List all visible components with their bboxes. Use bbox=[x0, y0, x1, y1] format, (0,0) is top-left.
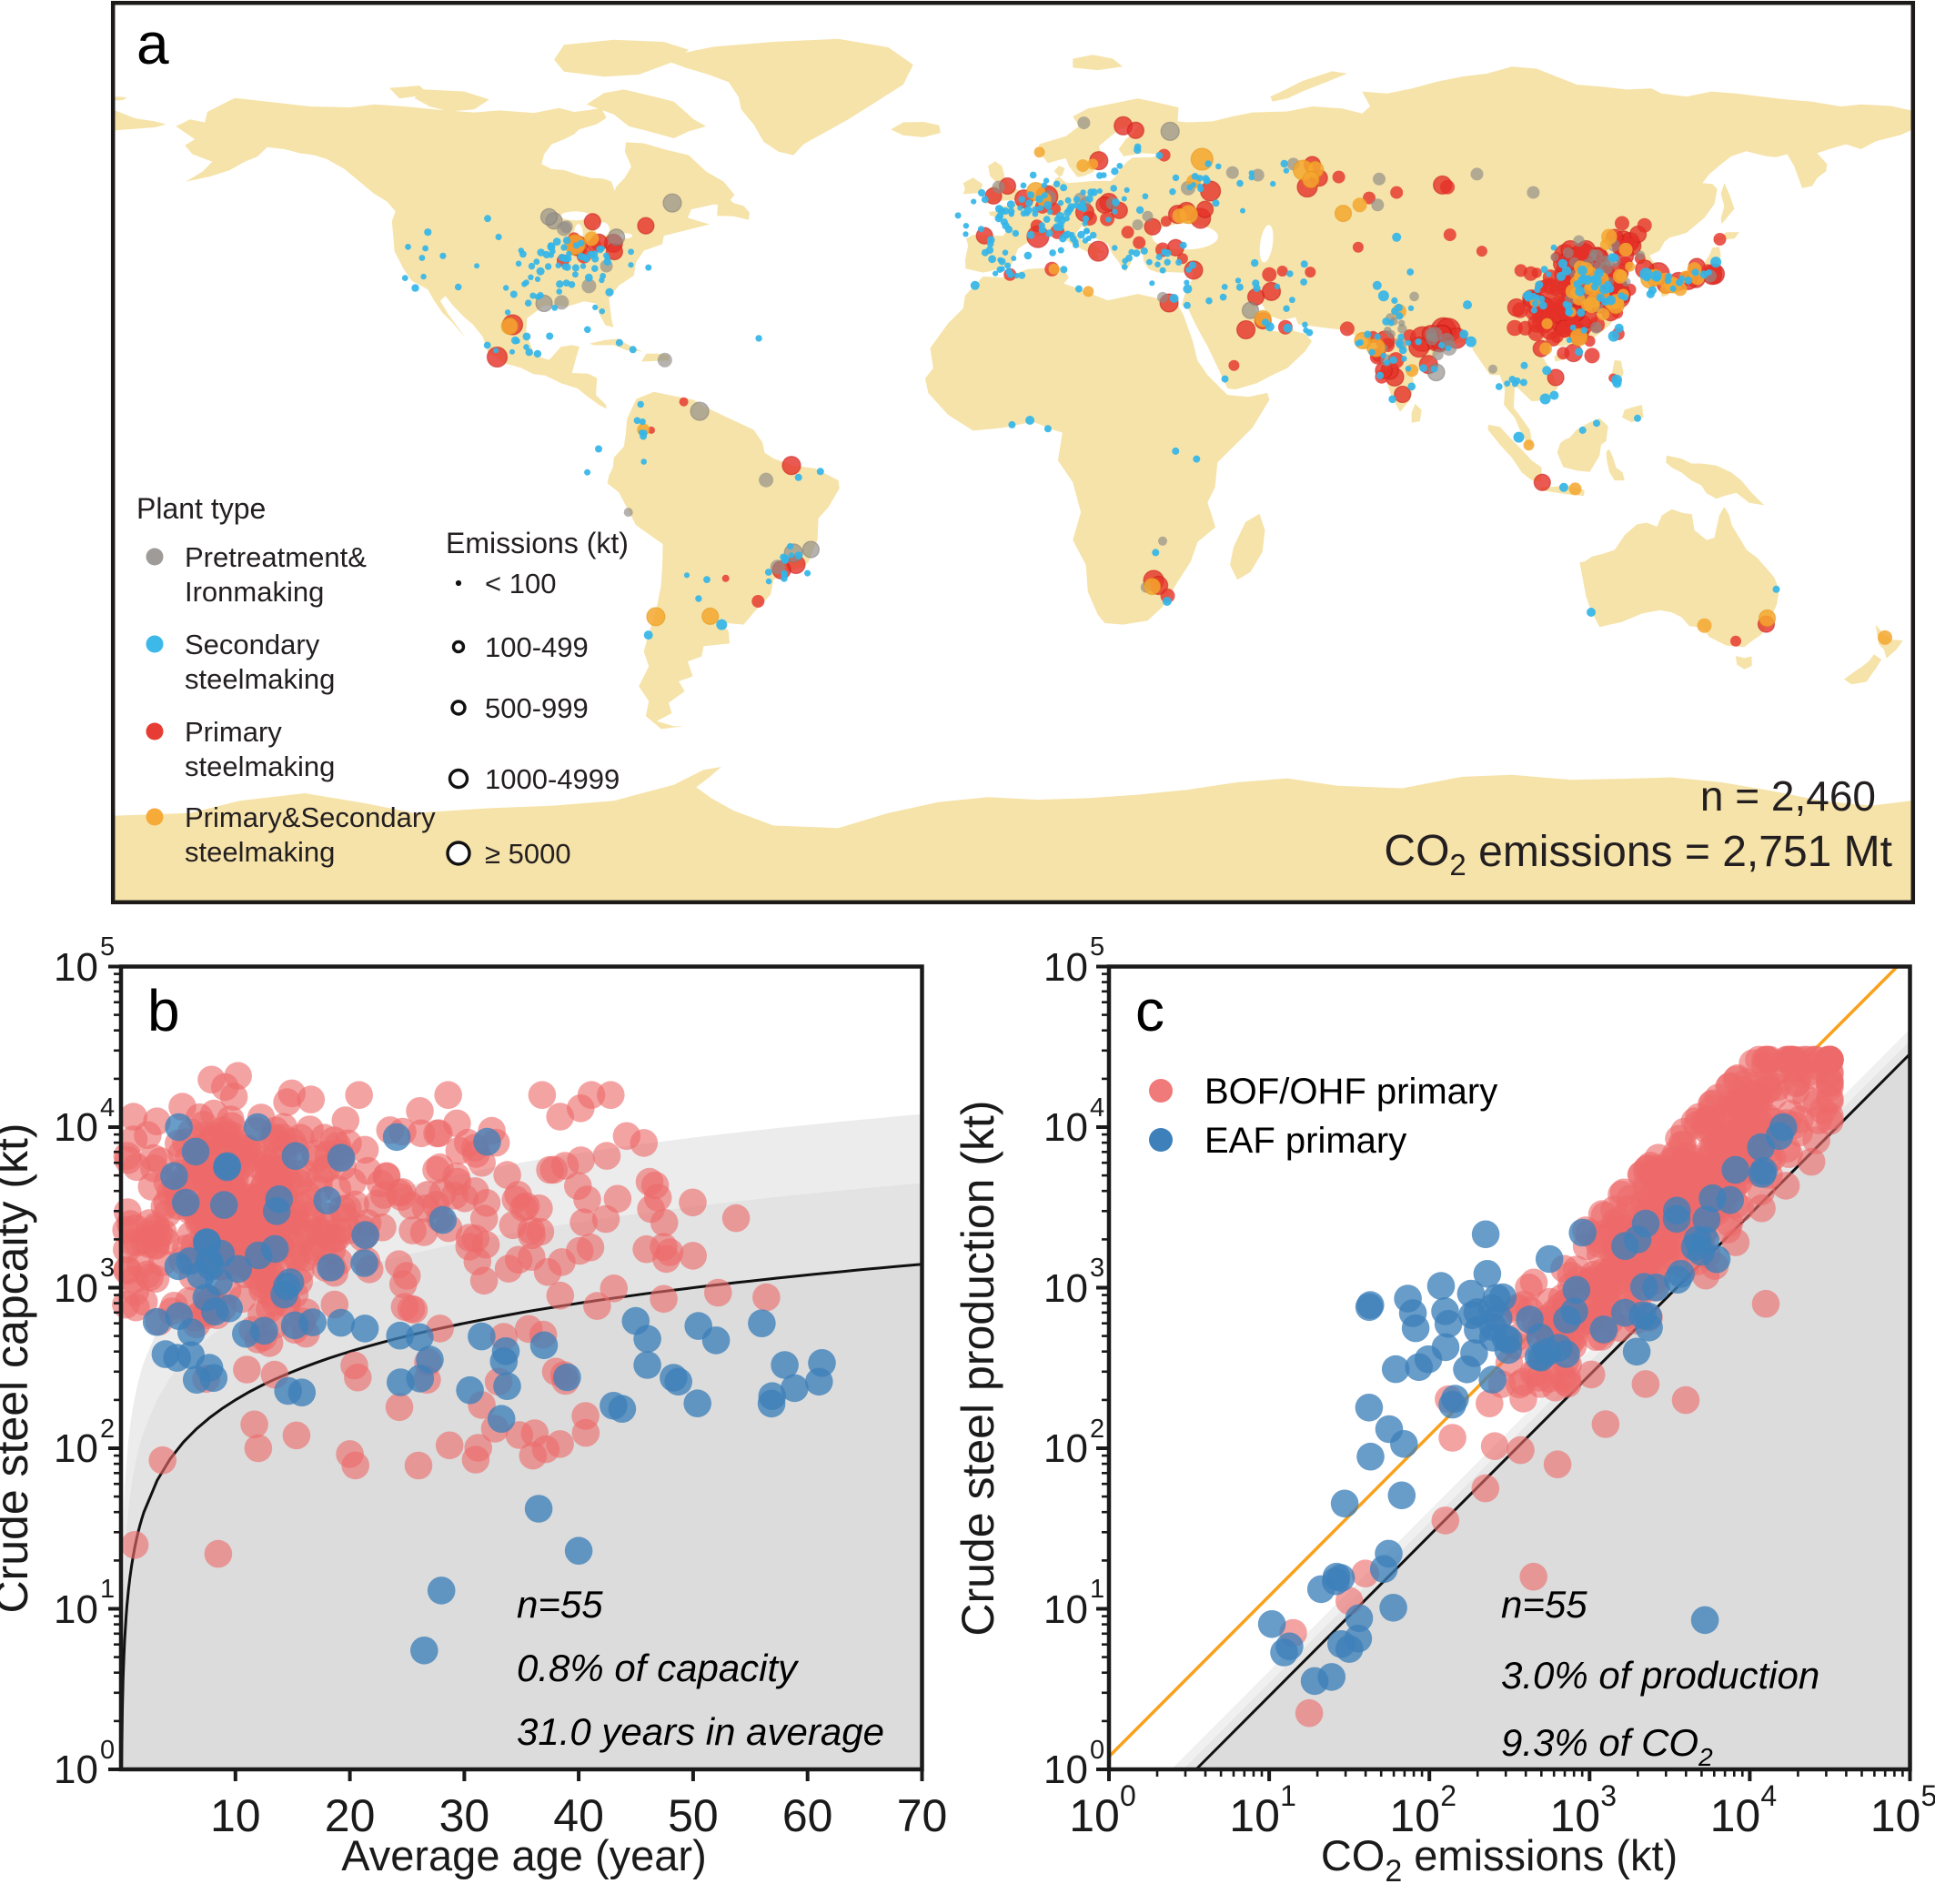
svg-text:3.0% of production: 3.0% of production bbox=[1501, 1654, 1819, 1697]
svg-text:40: 40 bbox=[553, 1790, 604, 1841]
svg-text:20: 20 bbox=[325, 1790, 376, 1841]
svg-text:10: 10 bbox=[1549, 1790, 1600, 1841]
svg-text:n = 2,460: n = 2,460 bbox=[1700, 772, 1876, 820]
svg-text:Average age (year): Average age (year) bbox=[341, 1831, 706, 1879]
svg-text:10: 10 bbox=[54, 1587, 98, 1632]
svg-text:0.8% of capacity: 0.8% of capacity bbox=[517, 1647, 800, 1689]
svg-text:0: 0 bbox=[1120, 1779, 1136, 1812]
svg-text:n=55: n=55 bbox=[517, 1583, 603, 1626]
svg-text:Crude steel capcaity (kt): Crude steel capcaity (kt) bbox=[0, 1123, 37, 1613]
svg-text:Primary&Secondary: Primary&Secondary bbox=[185, 801, 436, 833]
svg-text:Crude steel production (kt): Crude steel production (kt) bbox=[952, 1100, 1003, 1636]
svg-text:1: 1 bbox=[1090, 1575, 1104, 1604]
svg-text:30: 30 bbox=[439, 1790, 490, 1841]
svg-text:1: 1 bbox=[1280, 1779, 1296, 1812]
svg-text:Ironmaking: Ironmaking bbox=[185, 576, 324, 608]
svg-text:c: c bbox=[1135, 978, 1164, 1043]
svg-text:Emissions (kt): Emissions (kt) bbox=[446, 527, 629, 559]
svg-text:10: 10 bbox=[1710, 1790, 1761, 1841]
svg-text:10: 10 bbox=[1043, 1748, 1088, 1792]
svg-text:4: 4 bbox=[1090, 1093, 1104, 1123]
svg-text:Primary: Primary bbox=[185, 716, 282, 748]
svg-text:10: 10 bbox=[54, 1426, 98, 1471]
svg-text:5: 5 bbox=[1921, 1779, 1935, 1812]
svg-text:10: 10 bbox=[1043, 1426, 1088, 1471]
svg-text:a: a bbox=[136, 11, 169, 76]
svg-text:b: b bbox=[147, 978, 180, 1043]
svg-text:10: 10 bbox=[54, 945, 98, 990]
svg-text:100-499: 100-499 bbox=[485, 631, 589, 663]
svg-text:< 100: < 100 bbox=[485, 568, 556, 599]
svg-text:500-999: 500-999 bbox=[485, 692, 589, 724]
svg-text:10: 10 bbox=[54, 1266, 98, 1311]
svg-text:steelmaking: steelmaking bbox=[185, 751, 335, 782]
svg-text:50: 50 bbox=[668, 1790, 719, 1841]
svg-text:steelmaking: steelmaking bbox=[185, 663, 335, 695]
svg-text:3: 3 bbox=[100, 1254, 115, 1283]
svg-text:steelmaking: steelmaking bbox=[185, 836, 335, 868]
svg-text:BOF/OHF primary: BOF/OHF primary bbox=[1204, 1072, 1497, 1112]
svg-text:1000-4999: 1000-4999 bbox=[485, 763, 620, 795]
svg-text:10: 10 bbox=[1870, 1790, 1921, 1841]
svg-text:4: 4 bbox=[100, 1093, 115, 1123]
svg-text:10: 10 bbox=[1043, 945, 1088, 990]
svg-text:10: 10 bbox=[210, 1790, 261, 1841]
svg-text:10: 10 bbox=[1043, 1266, 1088, 1311]
svg-text:4: 4 bbox=[1760, 1779, 1777, 1812]
svg-text:1: 1 bbox=[100, 1575, 115, 1604]
svg-text:5: 5 bbox=[1090, 932, 1104, 962]
svg-text:10: 10 bbox=[1389, 1790, 1440, 1841]
svg-text:10: 10 bbox=[1069, 1790, 1120, 1841]
svg-text:31.0 years in average: 31.0 years in average bbox=[517, 1710, 884, 1753]
svg-text:0: 0 bbox=[1090, 1736, 1104, 1765]
svg-text:Plant type: Plant type bbox=[136, 492, 266, 525]
svg-text:9.3% of CO2: 9.3% of CO2 bbox=[1501, 1721, 1713, 1771]
svg-text:Pretreatment&: Pretreatment& bbox=[185, 541, 367, 573]
svg-text:EAF primary: EAF primary bbox=[1204, 1121, 1406, 1161]
svg-text:n=55: n=55 bbox=[1501, 1583, 1587, 1626]
svg-text:0: 0 bbox=[100, 1736, 115, 1765]
svg-text:≥ 5000: ≥ 5000 bbox=[485, 838, 571, 870]
svg-text:2: 2 bbox=[1090, 1415, 1104, 1444]
svg-text:CO2 emissions = 2,751 Mt: CO2 emissions = 2,751 Mt bbox=[1384, 827, 1892, 881]
svg-text:70: 70 bbox=[897, 1790, 948, 1841]
svg-text:5: 5 bbox=[100, 932, 115, 962]
svg-text:10: 10 bbox=[1229, 1790, 1280, 1841]
svg-text:3: 3 bbox=[1090, 1254, 1104, 1283]
svg-text:10: 10 bbox=[1043, 1587, 1088, 1632]
svg-text:CO2 emissions (kt): CO2 emissions (kt) bbox=[1321, 1831, 1678, 1889]
svg-text:Secondary: Secondary bbox=[185, 629, 320, 660]
svg-text:2: 2 bbox=[100, 1415, 115, 1444]
svg-text:60: 60 bbox=[782, 1790, 833, 1841]
svg-text:10: 10 bbox=[1043, 1105, 1088, 1150]
svg-text:10: 10 bbox=[54, 1748, 98, 1792]
svg-text:10: 10 bbox=[54, 1105, 98, 1150]
svg-text:2: 2 bbox=[1440, 1779, 1456, 1812]
svg-text:3: 3 bbox=[1600, 1779, 1617, 1812]
